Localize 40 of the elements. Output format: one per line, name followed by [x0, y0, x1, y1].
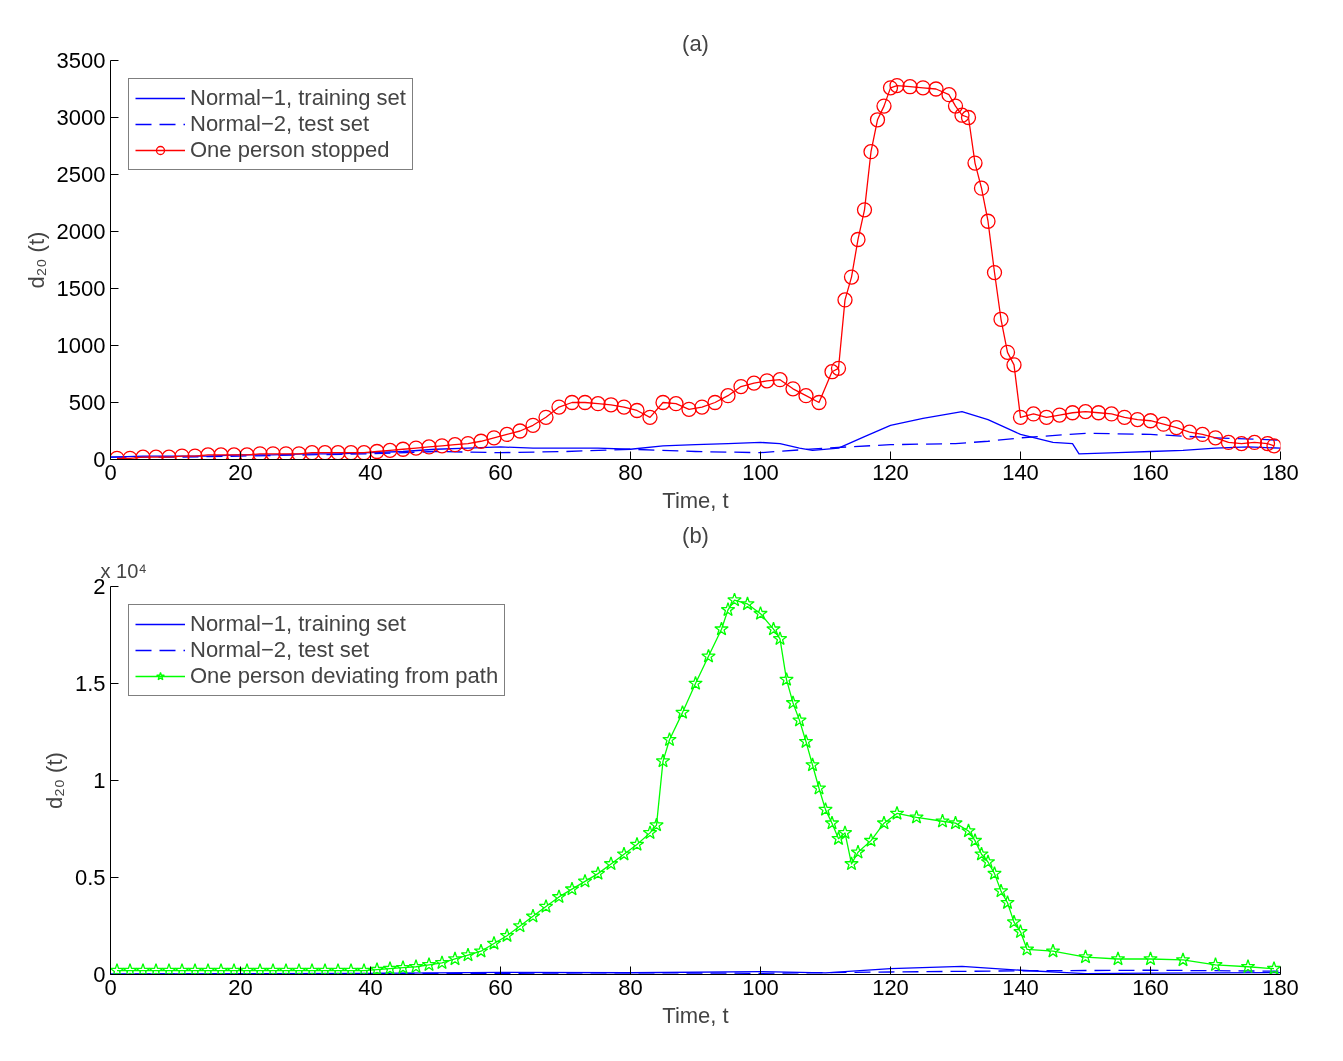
y-tick-label: 1000: [56, 333, 106, 358]
y-axis-title: d₂₀ (t): [41, 752, 67, 809]
y-tick-label: 3500: [56, 48, 106, 73]
legend-label: Normal−1, training set: [190, 85, 406, 111]
y-tick-label: 2000: [56, 219, 106, 244]
y-tick-label: 3000: [56, 105, 106, 130]
x-tick-label: 140: [1002, 974, 1039, 1000]
legend-label: Normal−1, training set: [190, 611, 406, 637]
legend-label: One person stopped: [190, 137, 390, 163]
x-tick-label: 40: [358, 459, 383, 485]
x-tick-label: 40: [358, 974, 383, 1000]
x-tick-label: 20: [228, 974, 253, 1000]
y-tick-label: 500: [68, 390, 106, 415]
y-axis-title: d₂₀ (t): [23, 231, 49, 289]
x-axis-title: Time, t: [662, 1002, 729, 1028]
legend-label: Normal−2, test set: [190, 637, 370, 663]
legend-label: Normal−2, test set: [190, 111, 370, 137]
chart-title: (b): [682, 522, 709, 548]
y-tick-label: 1.5: [74, 671, 106, 696]
x-tick-label: 120: [872, 974, 909, 1000]
chart-title: (a): [682, 30, 709, 56]
x-tick-label: 120: [872, 459, 909, 485]
x-axis-title: Time, t: [662, 487, 729, 513]
x-tick-label: 80: [618, 459, 643, 485]
y-tick-label: 1: [93, 768, 106, 793]
x-tick-label: 100: [742, 459, 779, 485]
x-tick-label: 180: [1262, 459, 1299, 485]
x-tick-label: 60: [488, 459, 513, 485]
x-tick-label: 160: [1132, 974, 1169, 1000]
x-tick-label: 180: [1262, 974, 1299, 1000]
y-tick-label: 0.5: [74, 865, 106, 890]
x-tick-label: 100: [742, 974, 779, 1000]
y-tick-label: 2500: [56, 162, 106, 187]
x-tick-label: 140: [1002, 459, 1039, 485]
x-tick-label: 60: [488, 974, 513, 1000]
x-tick-label: 20: [228, 459, 253, 485]
x-tick-label: 160: [1132, 459, 1169, 485]
x-tick-label: 80: [618, 974, 643, 1000]
y-tick-label: 1500: [56, 276, 106, 301]
legend-label: One person deviating from path: [190, 663, 499, 689]
